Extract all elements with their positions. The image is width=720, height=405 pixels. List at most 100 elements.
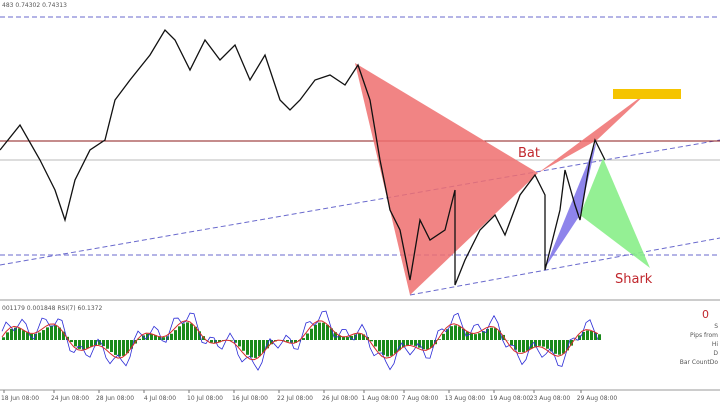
histogram-bar (62, 331, 65, 340)
histogram-bar (98, 340, 101, 345)
histogram-bar (410, 340, 413, 345)
header-quote: 483 0.74302 0.74313 (2, 2, 67, 9)
histogram-bar (450, 326, 453, 340)
histogram-bar (286, 340, 289, 342)
histogram-bar (418, 340, 421, 348)
histogram-bar (314, 324, 317, 340)
histogram-bar (550, 340, 553, 352)
histogram-bar (586, 330, 589, 340)
histogram-bar (554, 340, 557, 354)
histogram-bar (150, 333, 153, 340)
x-tick-label: 29 Aug 08:00 (577, 395, 618, 402)
histogram-bar (14, 327, 17, 340)
histogram-bar (250, 340, 253, 358)
histogram-bar (22, 330, 25, 340)
bat-label: Bat (518, 146, 540, 161)
histogram-bar (186, 322, 189, 340)
histogram-bar (402, 340, 405, 348)
x-tick-label: 18 Jun 08:00 (1, 395, 39, 402)
histogram-bar (438, 339, 441, 340)
x-tick-label: 10 Jul 08:00 (187, 395, 223, 402)
histogram-bar (178, 326, 181, 340)
info-text: S (714, 323, 718, 330)
histogram-bar (82, 340, 85, 350)
histogram-bar (414, 340, 417, 346)
histogram-bar (258, 340, 261, 357)
histogram-bar (70, 340, 73, 343)
x-tick-label: 22 Jul 08:00 (277, 395, 313, 402)
x-tick-label: 16 Jul 08:00 (232, 395, 268, 402)
histogram-bar (38, 332, 41, 340)
histogram-bar (426, 340, 429, 350)
histogram-bar (514, 340, 517, 350)
histogram-bar (154, 335, 157, 340)
info-text: Bar CountDo (680, 359, 719, 366)
histogram-bar (350, 335, 353, 340)
histogram-bar (318, 322, 321, 340)
histogram-bar (458, 326, 461, 340)
histogram-bar (54, 325, 57, 340)
histogram-bar (94, 340, 97, 346)
histogram-bar (34, 333, 37, 340)
histogram-bar (474, 334, 477, 340)
histogram-bar (198, 331, 201, 340)
histogram-bar (78, 340, 81, 349)
histogram-bar (386, 340, 389, 357)
histogram-bar (194, 326, 197, 340)
shark-pattern (580, 158, 650, 268)
x-tick-label: 24 Jun 08:00 (51, 395, 89, 402)
histogram-bar (90, 340, 93, 347)
histogram-bar (294, 340, 297, 343)
histogram-bar (106, 340, 109, 349)
histogram-bar (310, 328, 313, 340)
histogram-bar (598, 334, 601, 340)
histogram-bar (566, 340, 569, 351)
histogram-bar (334, 332, 337, 340)
histogram-bar (370, 340, 373, 342)
histogram-bar (122, 340, 125, 356)
histogram-bar (486, 329, 489, 340)
histogram-bar (594, 332, 597, 340)
shark-pattern (545, 140, 597, 268)
bat-pattern (538, 90, 650, 173)
histogram-bar (362, 334, 365, 340)
trend-line (0, 139, 720, 266)
histogram-bar (234, 340, 237, 343)
histogram-bar (182, 323, 185, 340)
histogram-bar (466, 331, 469, 340)
histogram-bar (358, 333, 361, 340)
x-tick-label: 26 Jul 08:00 (322, 395, 358, 402)
histogram-bar (42, 330, 45, 340)
histogram-bar (170, 333, 173, 340)
histogram-bar (526, 340, 529, 351)
histogram-bar (302, 338, 305, 340)
histogram-bar (558, 340, 561, 355)
histogram-bar (430, 340, 433, 348)
histogram-bar (498, 330, 501, 340)
histogram-bar (406, 340, 409, 346)
histogram-bar (74, 340, 77, 347)
histogram-bar (374, 340, 377, 347)
histogram-bar (138, 338, 141, 340)
histogram-bar (510, 340, 513, 346)
histogram-bar (390, 340, 393, 356)
histogram-bar (6, 332, 9, 340)
histogram-bar (114, 340, 117, 355)
trend-line (409, 237, 720, 296)
histogram-bar (518, 340, 521, 352)
histogram-bar (394, 340, 397, 354)
histogram-bar (118, 340, 121, 357)
histogram-bar (454, 325, 457, 340)
histogram-bar (18, 328, 21, 340)
histogram-bar (126, 340, 129, 354)
histogram-bar (326, 324, 329, 340)
histogram-bar (322, 322, 325, 340)
histogram-bar (174, 330, 177, 340)
histogram-bar (162, 337, 165, 340)
histogram-bar (342, 336, 345, 340)
x-tick-label: 19 Aug 08:00 (490, 395, 531, 402)
histogram-bar (86, 340, 89, 349)
histogram-bar (538, 340, 541, 346)
histogram-bar (58, 327, 61, 340)
